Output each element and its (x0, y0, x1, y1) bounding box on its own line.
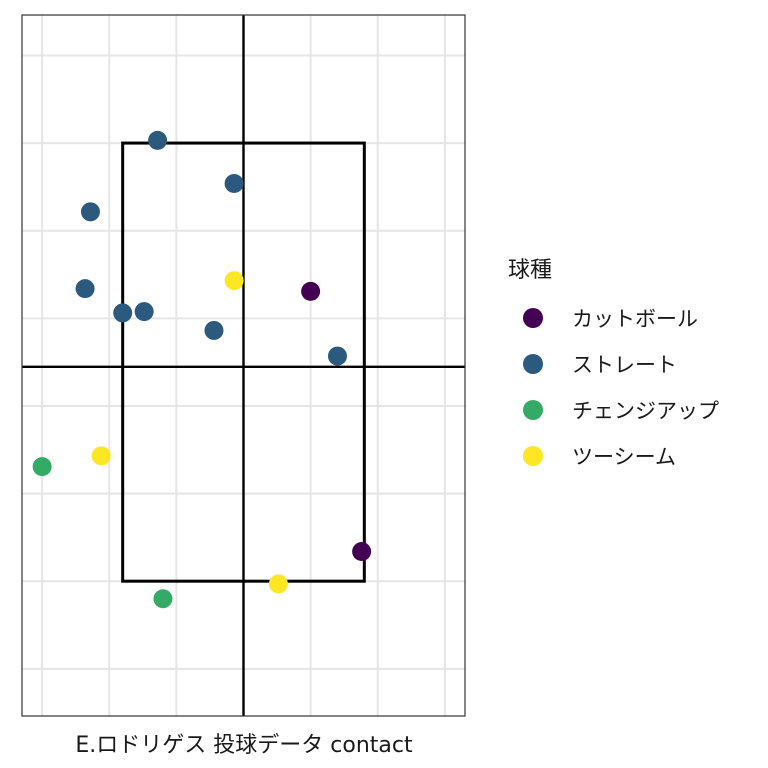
data-point (75, 279, 95, 299)
data-point (153, 589, 173, 609)
legend-key (523, 354, 543, 374)
data-point (113, 303, 133, 323)
data-point (352, 542, 372, 562)
legend-label: ストレート (572, 353, 677, 377)
data-point (204, 320, 224, 340)
legend-label: ツーシーム (572, 445, 676, 469)
data-point (224, 271, 244, 291)
data-point (301, 281, 321, 301)
legend-label: カットボール (572, 307, 698, 331)
data-point (224, 174, 244, 194)
data-point (268, 574, 288, 594)
data-point (32, 457, 52, 477)
x-axis-label: E.ロドリゲス 投球データ contact (75, 733, 413, 758)
legend-title: 球種 (508, 258, 552, 283)
plot-border (21, 14, 466, 717)
data-point (134, 302, 154, 322)
data-point (148, 130, 168, 150)
data-point (80, 202, 100, 222)
data-point (327, 346, 347, 366)
strike-zone (121, 141, 366, 583)
legend-key (523, 400, 543, 420)
legend-label: チェンジアップ (572, 399, 719, 423)
data-point (91, 446, 111, 466)
legend-key (523, 446, 543, 466)
legend-key (523, 308, 543, 328)
plot-panel (21, 14, 466, 717)
